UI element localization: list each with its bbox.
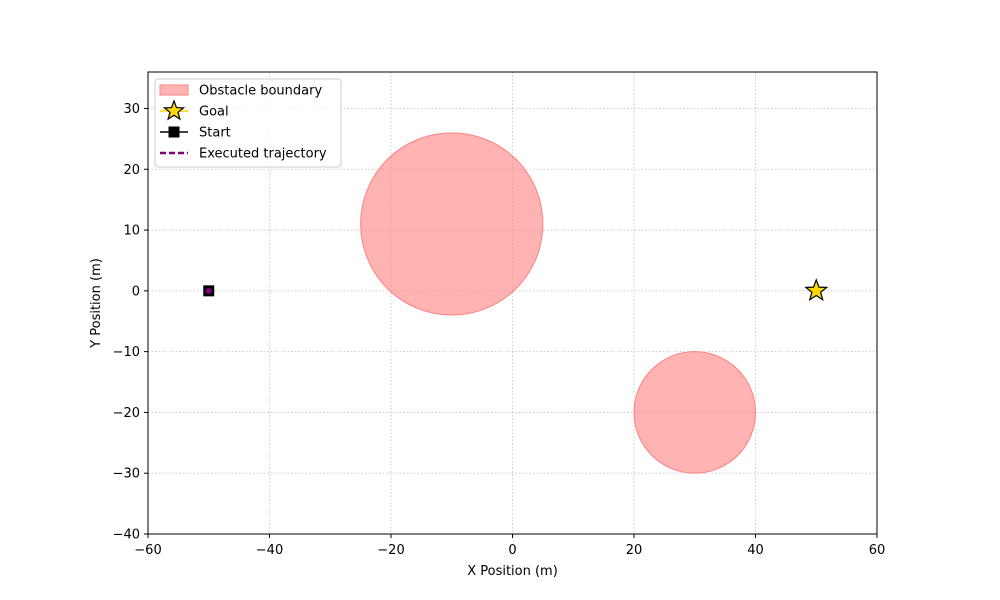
legend-obstacle-swatch [159, 84, 189, 96]
y-tick-label: −40 [113, 528, 140, 543]
legend-label: Obstacle boundary [199, 84, 322, 99]
x-tick-label: 0 [508, 543, 516, 558]
legend-label: Goal [199, 105, 229, 120]
legend-box [154, 78, 342, 168]
trajectory-point [205, 287, 212, 294]
y-tick-label: 10 [123, 224, 140, 239]
legend-goal-star [162, 99, 186, 121]
y-tick-label: −10 [113, 345, 140, 360]
legend: Obstacle boundary Goal Start Executed traje… [154, 78, 342, 168]
y-tick-label: −20 [113, 406, 140, 421]
goal-marker [804, 278, 829, 302]
x-tick-label: 40 [747, 543, 764, 558]
obstacle-circle [633, 351, 756, 474]
x-tick-label: 20 [626, 543, 643, 558]
legend-label: Start [199, 126, 231, 141]
y-tick-label: 0 [132, 284, 140, 299]
y-tick-label: 30 [123, 102, 140, 117]
obstacle-circle [360, 132, 544, 316]
legend-start-square [168, 126, 180, 138]
y-tick-label: −30 [113, 467, 140, 482]
x-tick-label: −40 [256, 543, 283, 558]
x-tick-label: −60 [134, 543, 161, 558]
legend-label: Executed trajectory [199, 147, 327, 162]
y-axis-label: Y Position (m) [89, 258, 104, 349]
markers [203, 278, 829, 302]
obstacles [360, 132, 756, 474]
x-tick-label: 60 [869, 543, 886, 558]
x-axis-label: X Position (m) [467, 564, 558, 579]
y-tick-label: 20 [123, 163, 140, 178]
x-tick-label: −20 [377, 543, 404, 558]
